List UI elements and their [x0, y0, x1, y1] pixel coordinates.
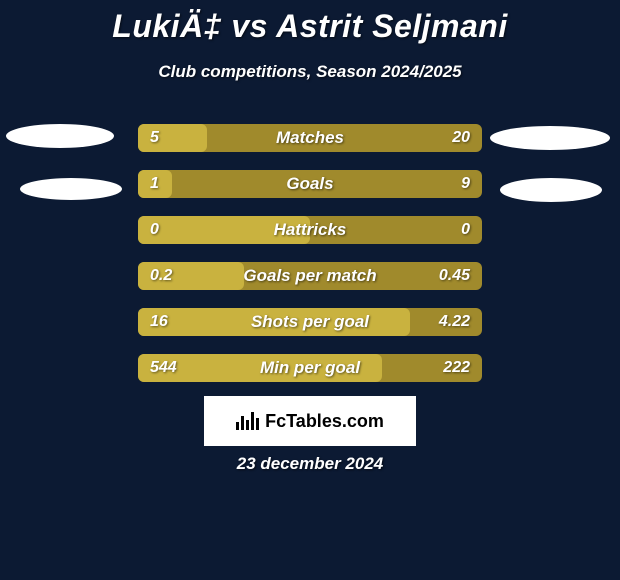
stat-label: Matches	[138, 124, 482, 152]
stat-label: Goals	[138, 170, 482, 198]
placeholder-ellipse	[490, 126, 610, 150]
placeholder-ellipse	[500, 178, 602, 202]
stat-value-left: 1	[150, 170, 159, 198]
stat-value-right: 0.45	[439, 262, 470, 290]
stat-row: Goals1 9	[138, 170, 482, 198]
stat-label: Shots per goal	[138, 308, 482, 336]
comparison-infographic: LukiÄ‡ vs Astrit Seljmani Club competiti…	[0, 0, 620, 580]
stat-value-right: 0	[461, 216, 470, 244]
placeholder-ellipse	[6, 124, 114, 148]
page-subtitle: Club competitions, Season 2024/2025	[0, 62, 620, 82]
stat-row: Matches5 20	[138, 124, 482, 152]
stat-value-right: 20	[452, 124, 470, 152]
stat-row: Min per goal544 222	[138, 354, 482, 382]
page-title: LukiÄ‡ vs Astrit Seljmani	[0, 8, 620, 45]
stat-label: Hattricks	[138, 216, 482, 244]
stat-value-left: 0	[150, 216, 159, 244]
stat-value-right: 4.22	[439, 308, 470, 336]
stat-value-left: 0.2	[150, 262, 172, 290]
stat-label: Goals per match	[138, 262, 482, 290]
stat-label: Min per goal	[138, 354, 482, 382]
footer-date: 23 december 2024	[0, 454, 620, 474]
stat-row: Hattricks0 0	[138, 216, 482, 244]
fctables-logo: FcTables.com	[204, 396, 416, 446]
placeholder-ellipse	[20, 178, 122, 200]
logo-bars-icon	[236, 412, 259, 430]
stat-value-left: 544	[150, 354, 177, 382]
stat-value-left: 5	[150, 124, 159, 152]
stat-row: Goals per match0.2 0.45	[138, 262, 482, 290]
stat-value-left: 16	[150, 308, 168, 336]
stat-value-right: 9	[461, 170, 470, 198]
stat-value-right: 222	[443, 354, 470, 382]
stat-row: Shots per goal16 4.22	[138, 308, 482, 336]
logo-text: FcTables.com	[265, 411, 384, 432]
